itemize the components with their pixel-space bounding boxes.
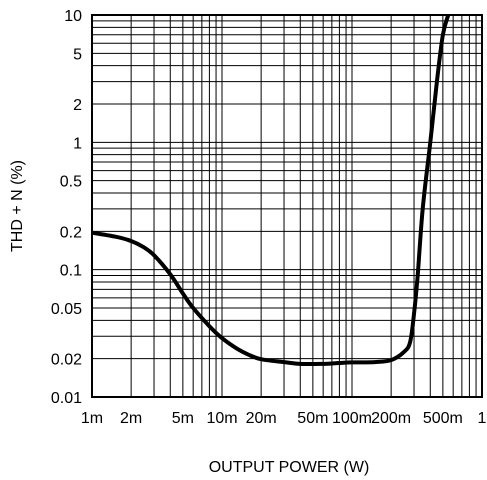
x-tick-label: 5m	[172, 410, 194, 427]
y-tick-label: 0.05	[51, 301, 82, 318]
x-tick-label: 1	[478, 410, 487, 427]
y-tick-label: 0.01	[51, 390, 82, 407]
series-layer	[92, 15, 451, 367]
y-axis-title: THD + N (%)	[9, 160, 26, 252]
series-line	[92, 15, 451, 367]
x-axis-title: OUTPUT POWER (W)	[209, 459, 370, 476]
x-tick-label: 20m	[246, 410, 277, 427]
y-tick-label: 0.5	[60, 174, 82, 191]
y-tick-label: 5	[73, 46, 82, 63]
y-tick-labels: 0.01 0.02 0.05 0.1 0.2 0.5 1 2 5 10	[51, 8, 82, 407]
x-tick-label: 50m	[297, 410, 328, 427]
y-tick-label: 0.2	[60, 224, 82, 241]
grid-lines	[92, 15, 482, 397]
plot-frame	[91, 14, 483, 398]
x-tick-labels: 1m 2m 5m 10m 20m 50m 100m 200m 500m 1	[81, 410, 487, 427]
y-tick-label: 10	[64, 8, 82, 25]
x-tick-label: 100m	[332, 410, 372, 427]
x-tick-label: 200m	[371, 410, 411, 427]
y-tick-label: 1	[73, 135, 82, 152]
y-tick-label: 0.02	[51, 352, 82, 369]
y-tick-label: 2	[73, 97, 82, 114]
x-tick-label: 2m	[120, 410, 142, 427]
y-tick-label: 0.1	[60, 263, 82, 280]
x-tick-label: 10m	[206, 410, 237, 427]
x-tick-label: 500m	[423, 410, 463, 427]
x-tick-label: 1m	[81, 410, 103, 427]
